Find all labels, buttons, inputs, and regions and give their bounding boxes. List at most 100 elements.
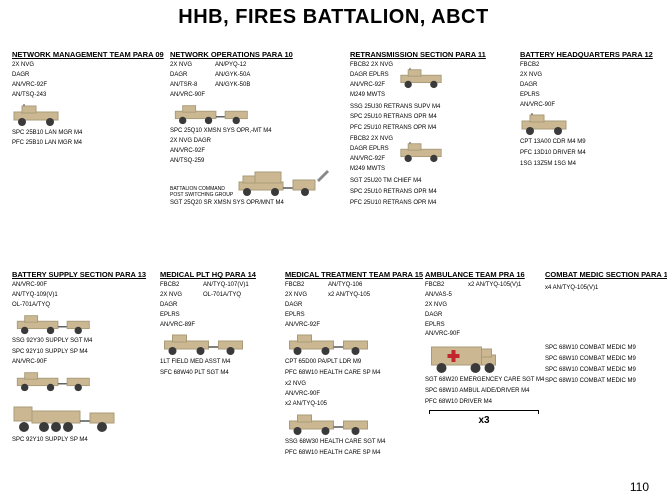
equip-line: M249 MWTS (350, 166, 393, 173)
equip-line: 2X NVG (12, 62, 162, 69)
equip-line: AN/VRC-90F (285, 391, 435, 398)
equip-line: AN/GYK-50B (215, 82, 250, 89)
vehicle-humvee-trailer-icon (285, 411, 435, 437)
section-heading: MEDICAL TREATMENT TEAM PARA 15 (285, 270, 435, 279)
equip-line: DAGR EPLRS (350, 146, 393, 153)
personnel-line: SPC 68W10 COMBAT MEDIC M9 (545, 367, 665, 374)
section-nmt: NETWORK MANAGEMENT TEAM PARA 09 2X NVG D… (12, 50, 162, 151)
equip-line: 2X NVG (425, 302, 460, 309)
personnel-line: CPT 65D00 PA/PLT LDR M9 (285, 359, 435, 366)
equip-line: 2X NVG (520, 72, 660, 79)
equip-line: AN/TYQ-106 (328, 282, 370, 289)
personnel-line: SPC 92Y10 SUPPLY SP M4 (12, 437, 152, 444)
equip-line: AN/VRC-92F (350, 156, 393, 163)
equip-line: DAGR EPLRS (350, 72, 393, 79)
section-heading: BATTERY HEADQUARTERS PARA 12 (520, 50, 660, 59)
section-heading: AMBULANCE TEAM PRA 16 (425, 270, 560, 279)
personnel-line: SSG 25U30 RETRANS SUPV M4 (350, 104, 510, 111)
section-medtrt: MEDICAL TREATMENT TEAM PARA 15 FBCB2 2X … (285, 270, 435, 461)
section-medplt: MEDICAL PLT HQ PARA 14 FBCB2 2X NVG DAGR… (160, 270, 290, 381)
equip-line: DAGR (160, 302, 195, 309)
section-heading: RETRANSMISSION SECTION PARA 11 (350, 50, 510, 59)
section-bhq: BATTERY HEADQUARTERS PARA 12 FBCB2 2X NV… (520, 50, 660, 172)
section-retrans: RETRANSMISSION SECTION PARA 11 FBCB2 2X … (350, 50, 510, 210)
personnel-line: 1LT FIELD MED ASST M4 (160, 359, 290, 366)
section-heading: COMBAT MEDIC SECTION PARA 17 (545, 270, 665, 279)
equip-line: AN/VRC-90F (12, 359, 152, 366)
equip-line: AN/TSR-8 (170, 82, 205, 89)
equip-line: AN/VAS-5 (425, 292, 460, 299)
equip-line: AN/VRC-90F (12, 282, 152, 289)
equip-line: FBCB2 2X NVG (350, 62, 393, 69)
equip-line: FBCB2 2X NVG (350, 136, 393, 143)
equip-line: 2X NVG (160, 292, 195, 299)
equip-line: DAGR (12, 72, 162, 79)
personnel-line: SPC 25U10 RETRANS OPR M4 (350, 189, 510, 196)
equip-line: FBCB2 (425, 282, 460, 289)
personnel-line: SPC 25Q10 XMSN SYS OPR,-MT M4 (170, 128, 340, 135)
section-heading: MEDICAL PLT HQ PARA 14 (160, 270, 290, 279)
personnel-line: SPC 68W10 COMBAT MEDIC M9 (545, 356, 665, 363)
vehicle-humvee-icon (12, 102, 162, 128)
equip-line: AN/VRC-90F (425, 331, 460, 338)
personnel-line: SPC 92Y10 SUPPLY SP M4 (12, 349, 152, 356)
personnel-line: SPC 68W10 COMBAT MEDIC M9 (545, 345, 665, 352)
personnel-line: SPC 25B10 LAN MGR M4 (12, 130, 162, 137)
equip-line: AN/VRC-92F (170, 148, 340, 155)
equip-line: AN/VRC-92F (350, 82, 393, 89)
equip-line: x2 AN/TYQ-105 (328, 292, 370, 299)
personnel-line: 1SG 13Z5M 1SG M4 (520, 161, 660, 168)
equip-line: AN/VRC-89F (160, 322, 195, 329)
equip-line: x2 AN/TYQ-105 (285, 401, 435, 408)
equip-line: OL-701A/TYQ (203, 292, 249, 299)
section-supply: BATTERY SUPPLY SECTION PARA 13 AN/VRC-90… (12, 270, 152, 448)
equip-line: AN/GYK-50A (215, 72, 250, 79)
personnel-line: SGT 25Q20 SR XMSN SYS OPR/MNT M4 (170, 200, 340, 207)
personnel-line: SPC 68W10 COMBAT MEDIC M9 (545, 378, 665, 385)
vehicle-humvee-icon (520, 111, 660, 137)
personnel-line: PFC 25U10 RETRANS OPR M4 (350, 200, 510, 207)
section-heading: NETWORK MANAGEMENT TEAM PARA 09 (12, 50, 162, 59)
personnel-line: PFC 25B10 LAN MGR M4 (12, 140, 162, 147)
personnel-line: PFC 25U10 RETRANS OPR M4 (350, 125, 510, 132)
personnel-line: SSG 68W30 HEALTH CARE SGT M4 (285, 439, 435, 446)
personnel-line: PFC 13D10 DRIVER M4 (520, 150, 660, 157)
multiplier-bracket (429, 410, 539, 415)
equip-line: EPLRS (285, 312, 320, 319)
equip-line: AN/TYQ-109(V)1 (12, 292, 152, 299)
equip-line: AN/TYQ-107(V)1 (203, 282, 249, 289)
equip-line: DAGR (170, 72, 205, 79)
equip-line: DAGR (520, 82, 660, 89)
equip-line: FBCB2 (285, 282, 320, 289)
page-title: HHB, FIRES BATTALION, ABCT (0, 6, 667, 29)
section-nops: NETWORK OPERATIONS PARA 10 2X NVG DAGR A… (170, 50, 340, 211)
vehicle-humvee-shelter-trailer-icon (237, 168, 337, 198)
page-number: 110 (630, 480, 649, 494)
personnel-line: CPT 13A00 CDR M4 M9 (520, 139, 660, 146)
label-bcpsg: BATTALION COMMAND POST SWITCHING GROUP (170, 187, 233, 198)
vehicle-humvee-icon (399, 140, 454, 176)
equip-line: AN/TSQ-259 (170, 158, 340, 165)
equip-line: 2X NVG DAGR (170, 138, 340, 145)
equip-line: OL-701A/TYQ (12, 302, 152, 309)
vehicle-humvee-trailer-icon (170, 102, 340, 126)
equip-line: AN/VRC-90F (520, 102, 660, 109)
section-heading: BATTERY SUPPLY SECTION PARA 13 (12, 270, 152, 279)
vehicle-humvee-trailer-icon (160, 331, 290, 357)
section-amb: AMBULANCE TEAM PRA 16 FBCB2 AN/VAS-5 2X … (425, 270, 560, 426)
equip-line: x4 AN/TYQ-105(V)1 (545, 285, 665, 292)
vehicle-truck-trailer-icon (12, 399, 152, 435)
equip-line: EPLRS (160, 312, 195, 319)
equip-line: AN/VRC-92F (12, 82, 162, 89)
vehicle-humvee-trailer-icon (12, 369, 152, 393)
section-medic: COMBAT MEDIC SECTION PARA 17 x4 AN/TYQ-1… (545, 270, 665, 388)
vehicle-humvee-trailer-icon (12, 312, 152, 336)
equip-line: EPLRS (425, 322, 460, 329)
personnel-line: SGT 25U20 TM CHIEF M4 (350, 178, 510, 185)
equip-line: DAGR (285, 302, 320, 309)
equip-line: EPLRS (520, 92, 660, 99)
equip-line: AN/VRC-90F (170, 92, 205, 99)
equip-line: x2 AN/TYQ-105(V)1 (468, 282, 521, 289)
personnel-line: SGT 68W20 EMERGENCEY CARE SGT M4 (425, 377, 560, 384)
equip-line: DAGR (425, 312, 460, 319)
